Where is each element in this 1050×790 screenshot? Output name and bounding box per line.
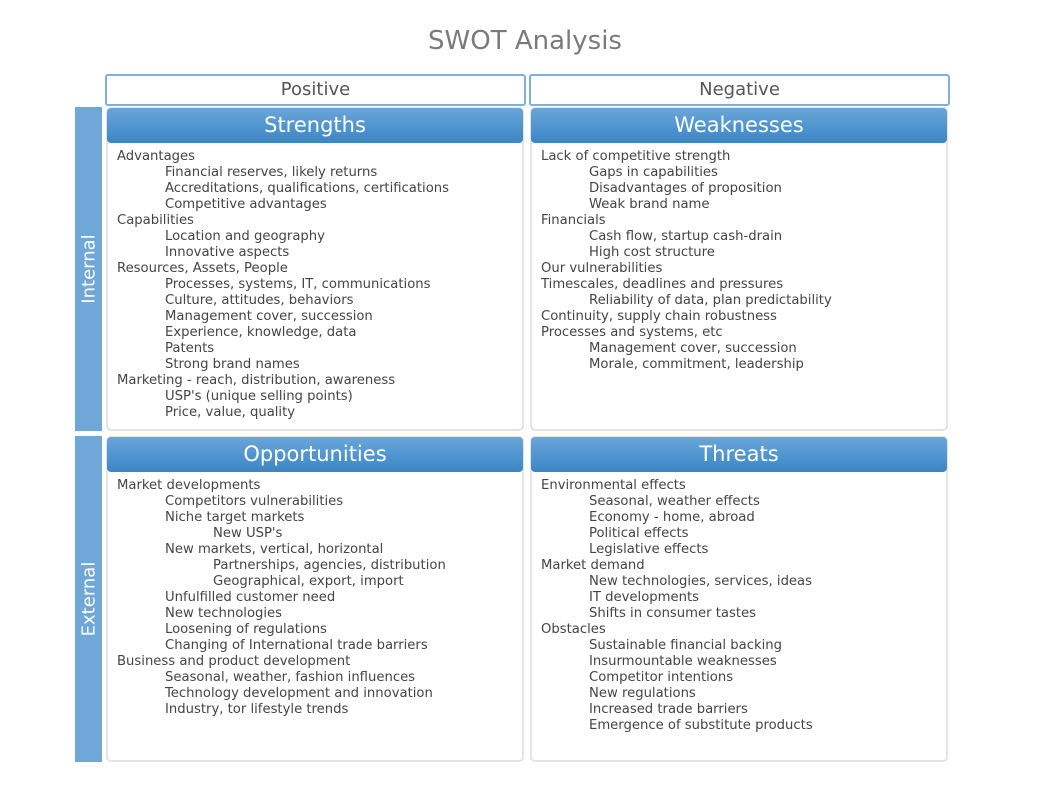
list-item: New markets, vertical, horizontal [165, 542, 384, 557]
list-item: Reliability of data, plan predictability [589, 293, 832, 308]
list-item: Unfulfilled customer need [165, 590, 336, 605]
list-item-category: Market developments [117, 478, 261, 493]
list-item-category: Resources, Assets, People [117, 261, 288, 276]
quadrant-threats: Threats Environmental effects Seasonal, w… [530, 436, 948, 762]
list-item: Disadvantages of proposition [589, 181, 782, 196]
list-item: Changing of International trade barriers [165, 638, 428, 653]
list-item-category: Lack of competitive strength [541, 149, 731, 164]
list-item: Partnerships, agencies, distribution [213, 558, 446, 573]
quadrant-title: Opportunities [107, 437, 523, 472]
list-item: Political effects [589, 526, 689, 541]
list-item: Morale, commitment, leadership [589, 357, 804, 372]
list-item: Technology development and innovation [165, 686, 433, 701]
quadrant-list: Environmental effects Seasonal, weather e… [532, 472, 946, 734]
list-item: Seasonal, weather effects [589, 494, 760, 509]
list-item: Processes, systems, IT, communications [165, 277, 431, 292]
list-item: New technologies [165, 606, 283, 621]
list-item-category: Business and product development [117, 654, 351, 669]
quadrant-title: Weaknesses [531, 108, 947, 143]
list-item: Sustainable financial backing [589, 638, 782, 653]
list-item: Legislative effects [589, 542, 709, 557]
list-item: Patents [165, 341, 215, 356]
list-item-category: Environmental effects [541, 478, 686, 493]
row-label-internal: Internal [78, 234, 99, 304]
list-item: Seasonal, weather, fashion influences [165, 670, 416, 685]
list-item-category: Market demand [541, 558, 645, 573]
quadrant-weaknesses: Weaknesses Lack of competitive strength G… [530, 107, 948, 431]
row-header-external: External [75, 436, 102, 762]
list-item: Innovative aspects [165, 245, 290, 260]
list-item-category: Timescales, deadlines and pressures [541, 277, 784, 292]
list-item: Niche target markets [165, 510, 305, 525]
list-item: New technologies, services, ideas [589, 574, 813, 589]
quadrant-strengths: Strengths Advantages Financial reserves, … [106, 107, 524, 431]
list-item: New regulations [589, 686, 696, 701]
list-item: Location and geography [165, 229, 325, 244]
list-item: Weak brand name [589, 197, 710, 212]
row-header-internal: Internal [75, 107, 102, 431]
list-item: Emergence of substitute products [589, 718, 813, 733]
list-item-category: Obstacles [541, 622, 606, 637]
list-item: Geographical, export, import [213, 574, 404, 589]
list-item: Experience, knowledge, data [165, 325, 357, 340]
list-item: Loosening of regulations [165, 622, 327, 637]
row-label-external: External [78, 561, 99, 637]
list-item-category: Marketing - reach, distribution, awarene… [117, 373, 396, 388]
list-item: Competitors vulnerabilities [165, 494, 344, 509]
list-item: Strong brand names [165, 357, 300, 372]
list-item-category: Our vulnerabilities [541, 261, 663, 276]
list-item: Management cover, succession [165, 309, 373, 324]
list-item: Financial reserves, likely returns [165, 165, 378, 180]
list-item: Management cover, succession [589, 341, 797, 356]
list-item: USP's (unique selling points) [165, 389, 353, 404]
list-item: Shifts in consumer tastes [589, 606, 757, 621]
column-header-negative: Negative [529, 74, 950, 106]
list-item: New USP's [213, 526, 283, 541]
quadrant-list: Lack of competitive strength Gaps in capa… [532, 143, 946, 373]
column-header-positive: Positive [105, 74, 526, 106]
quadrant-list: Advantages Financial reserves, likely ret… [108, 143, 522, 421]
list-item: Gaps in capabilities [589, 165, 718, 180]
list-item: Price, value, quality [165, 405, 296, 420]
list-item-category: Capabilities [117, 213, 194, 228]
list-item: Competitor intentions [589, 670, 734, 685]
list-item: Economy - home, abroad [589, 510, 755, 525]
list-item: Culture, attitudes, behaviors [165, 293, 354, 308]
list-item-category: Financials [541, 213, 606, 228]
list-item: IT developments [589, 590, 700, 605]
list-item-category: Advantages [117, 149, 196, 164]
list-item: Industry, tor lifestyle trends [165, 702, 349, 717]
list-item: Increased trade barriers [589, 702, 748, 717]
quadrant-title: Strengths [107, 108, 523, 143]
list-item: Accreditations, qualifications, certific… [165, 181, 450, 196]
quadrant-list: Market developments Competitors vulnerabi… [108, 472, 522, 718]
quadrant-title: Threats [531, 437, 947, 472]
quadrant-opportunities: Opportunities Market developments Competi… [106, 436, 524, 762]
list-item: High cost structure [589, 245, 715, 260]
list-item: Competitive advantages [165, 197, 327, 212]
list-item-category: Continuity, supply chain robustness [541, 309, 777, 324]
list-item: Insurmountable weaknesses [589, 654, 777, 669]
list-item: Cash flow, startup cash-drain [589, 229, 783, 244]
list-item-category: Processes and systems, etc [541, 325, 723, 340]
diagram-title: SWOT Analysis [428, 26, 622, 56]
